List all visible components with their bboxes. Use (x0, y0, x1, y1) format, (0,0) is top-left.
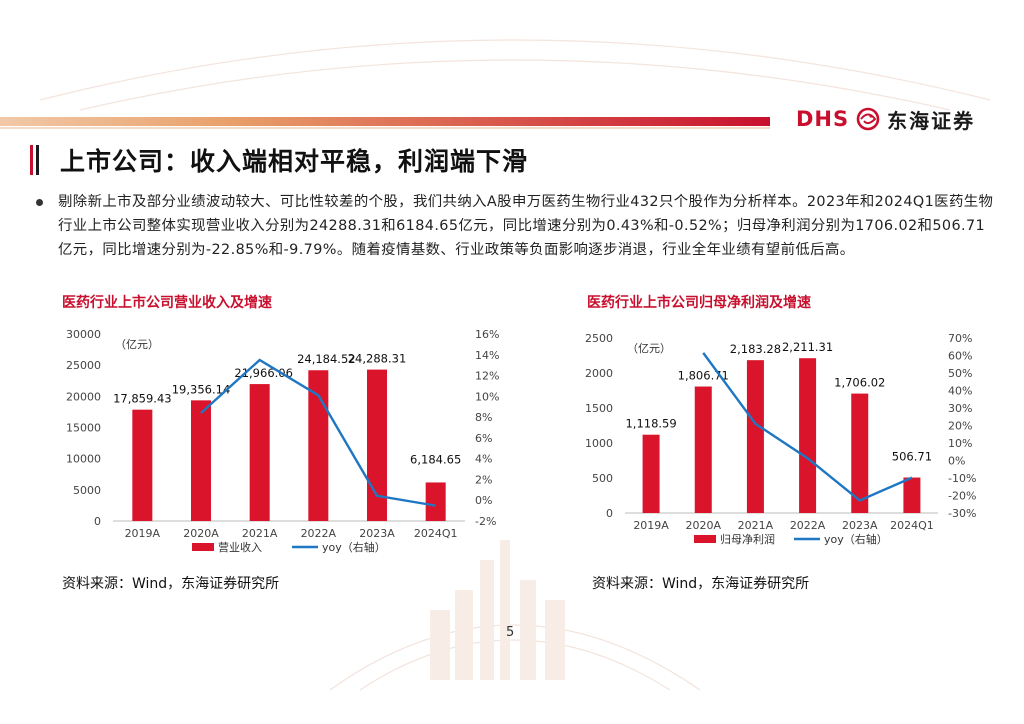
legend-line-label: yoy（右轴） (322, 540, 386, 554)
yoy-line (200, 358, 436, 507)
y-right-tick-label: 2% (475, 473, 492, 486)
title-marker-red (30, 145, 33, 175)
x-tick-label: 2019A (125, 527, 161, 540)
bar-data-label: 1,118.59 (625, 417, 676, 431)
bar-data-label: 2,211.31 (782, 340, 833, 354)
x-tick-label: 2024Q1 (414, 527, 458, 540)
y-left-tick-label: 1000 (585, 437, 613, 450)
x-tick-label: 2023A (359, 527, 395, 540)
bar (642, 434, 660, 513)
legend-bar-label: 归母净利润 (720, 532, 775, 546)
bar-data-label: 19,356.14 (172, 382, 231, 396)
summary-paragraph: 剔除新上市及部分业绩波动较大、可比性较差的个股，我们共纳入A股申万医药生物行业4… (58, 194, 994, 258)
bar (191, 400, 211, 521)
y-right-tick-label: 10% (475, 390, 499, 403)
y-right-tick-label: -2% (475, 515, 496, 528)
y-right-tick-label: -30% (948, 507, 976, 520)
y-right-tick-label: 6% (475, 432, 492, 445)
bar (851, 393, 869, 513)
y-right-tick-label: 50% (948, 367, 972, 380)
y-right-tick-label: 40% (948, 385, 972, 398)
title-marker-dark (36, 145, 39, 175)
y-left-tick-label: 10000 (66, 453, 101, 466)
y-right-tick-label: -10% (948, 472, 976, 485)
bar-data-label: 21,966.06 (234, 366, 293, 380)
legend-bar-swatch (192, 543, 214, 551)
y-left-tick-label: 1500 (585, 402, 613, 415)
legend-bar-label: 营业收入 (218, 540, 262, 554)
x-tick-label: 2024Q1 (890, 519, 934, 532)
y-right-tick-label: 14% (475, 349, 499, 362)
bar-data-label: 506.71 (892, 450, 932, 464)
logo-latin: DHS (796, 107, 850, 131)
y-left-tick-label: 2500 (585, 332, 613, 345)
bar (249, 384, 270, 521)
legend-bar-swatch (694, 535, 716, 543)
header-accent-bar (0, 117, 770, 126)
x-tick-label: 2021A (738, 519, 774, 532)
x-tick-label: 2022A (790, 519, 826, 532)
y-right-tick-label: 60% (948, 350, 972, 363)
y-left-tick-label: 500 (592, 472, 613, 485)
bar-data-label: 24,288.31 (348, 352, 407, 366)
x-tick-label: 2019A (633, 519, 669, 532)
y-right-tick-label: 10% (948, 437, 972, 450)
header-accent-line (0, 127, 770, 129)
bar (132, 409, 153, 521)
bar-data-label: 2,183.28 (730, 342, 781, 356)
y-right-tick-label: 70% (948, 332, 972, 345)
unit-label: （亿元） (115, 338, 159, 351)
y-right-tick-label: 12% (475, 370, 499, 383)
page-number: 5 (506, 625, 515, 640)
y-right-tick-label: 20% (948, 420, 972, 433)
bar (903, 477, 921, 513)
revenue-chart: 0 5000 10000 15000 20000 25000 30000 -2% 0% 2% 4% 6… (66, 328, 499, 554)
x-tick-label: 2020A (685, 519, 721, 532)
y-right-tick-label: 4% (475, 453, 492, 466)
bar-data-label: 17,859.43 (113, 392, 172, 406)
y-right-tick-label: 0% (948, 455, 965, 468)
bar (799, 358, 817, 513)
x-tick-label: 2020A (183, 527, 219, 540)
net-profit-chart: 0 500 1000 1500 2000 2500 -30% -20% -10% 0% 10% 20%… (585, 332, 976, 546)
chart2-source: 资料来源：Wind，东海证券研究所 (592, 576, 810, 592)
bar (308, 370, 329, 521)
unit-label: （亿元） (627, 342, 671, 355)
bar-data-label: 1,706.02 (834, 376, 885, 390)
bar-data-label: 6,184.65 (410, 452, 461, 466)
legend-line-label: yoy（右轴） (824, 532, 888, 546)
slide-title: 上市公司：收入端相对平稳，利润端下滑 (60, 147, 529, 176)
x-tick-label: 2021A (242, 527, 278, 540)
y-left-tick-label: 20000 (66, 390, 101, 403)
y-right-tick-label: 8% (475, 411, 492, 424)
bullet-icon (36, 199, 43, 206)
y-right-tick-label: -20% (948, 490, 976, 503)
x-tick-label: 2023A (842, 519, 878, 532)
dragon-icon (856, 107, 880, 131)
logo-chinese: 东海证券 (887, 108, 976, 133)
chart2-title: 医药行业上市公司归母净利润及增速 (587, 295, 811, 311)
bar (425, 482, 446, 521)
y-right-tick-label: 16% (475, 328, 499, 341)
y-left-tick-label: 15000 (66, 422, 101, 435)
bar (367, 369, 387, 521)
y-left-tick-label: 5000 (73, 484, 101, 497)
y-right-tick-label: 0% (475, 494, 492, 507)
company-logo: DHS 东海证券 (796, 104, 975, 134)
y-left-tick-label: 0 (94, 515, 101, 528)
bar (746, 360, 764, 513)
y-left-tick-label: 25000 (66, 359, 101, 372)
y-right-tick-label: 30% (948, 402, 972, 415)
bar (694, 386, 712, 513)
yoy-line (702, 352, 913, 502)
bar-data-label: 24,184.52 (297, 352, 356, 366)
y-left-tick-label: 0 (606, 507, 613, 520)
chart1-source: 资料来源：Wind，东海证券研究所 (62, 576, 280, 592)
y-left-tick-label: 30000 (66, 328, 101, 341)
y-left-tick-label: 2000 (585, 367, 613, 380)
chart1-title: 医药行业上市公司营业收入及增速 (62, 295, 272, 311)
x-tick-label: 2022A (301, 527, 337, 540)
